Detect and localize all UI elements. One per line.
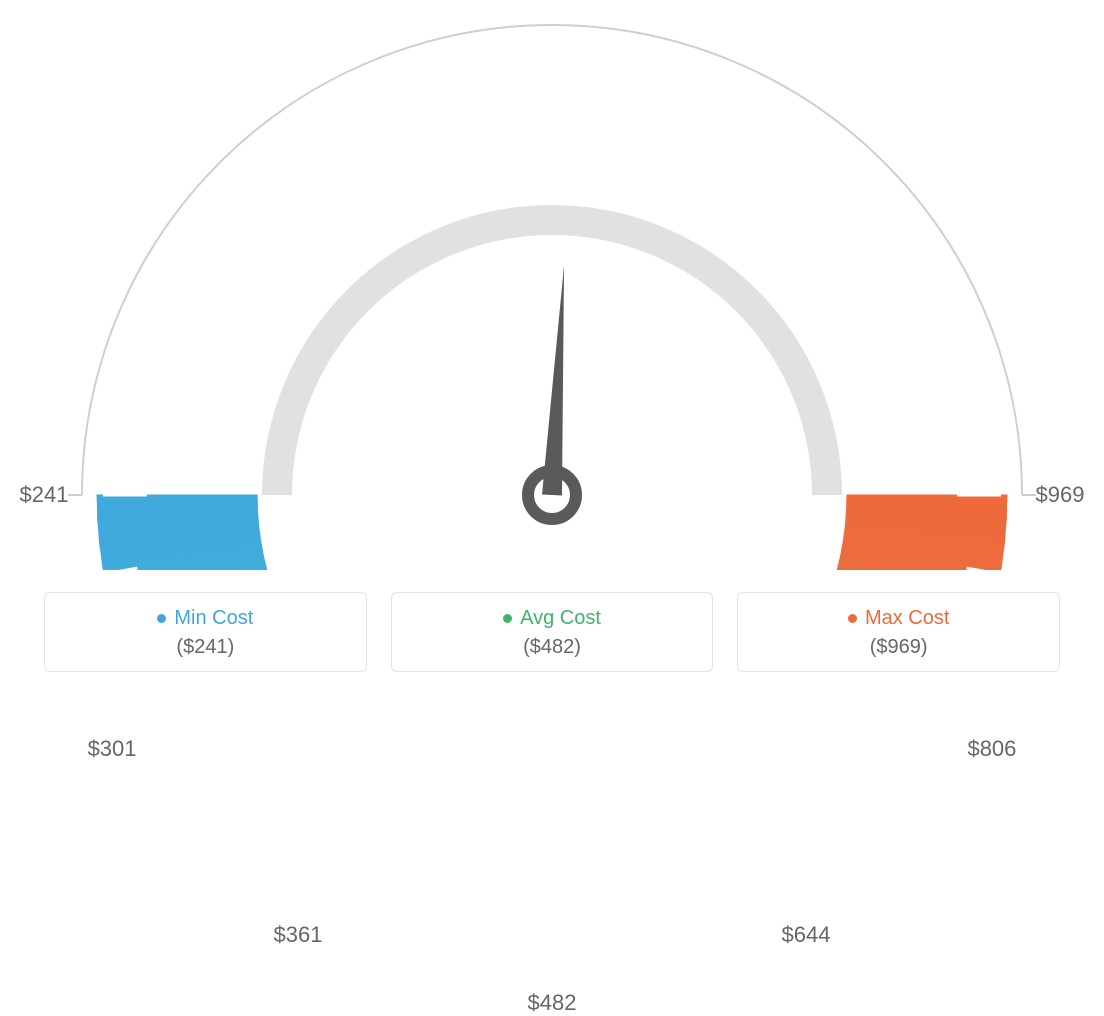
legend-card-min: Min Cost ($241) <box>44 592 367 672</box>
gauge-tick-label: $806 <box>967 736 1016 762</box>
legend-title-max: Max Cost <box>848 607 949 630</box>
gauge-tick-label: $644 <box>782 922 831 948</box>
legend-label-min: Min Cost <box>174 607 253 630</box>
legend-title-avg: Avg Cost <box>503 607 601 630</box>
gauge-tick-label: $361 <box>274 922 323 948</box>
legend-dot-min <box>157 614 166 623</box>
legend-dot-max <box>848 614 857 623</box>
legend-title-min: Min Cost <box>157 607 253 630</box>
legend-value-max: ($969) <box>748 636 1049 659</box>
legend-card-avg: Avg Cost ($482) <box>391 592 714 672</box>
gauge-tick-label: $241 <box>20 482 69 508</box>
gauge-tick-label: $301 <box>88 736 137 762</box>
legend-label-avg: Avg Cost <box>520 607 601 630</box>
gauge-svg <box>0 0 1104 570</box>
gauge-tick-label: $482 <box>528 990 577 1016</box>
legend-label-max: Max Cost <box>865 607 949 630</box>
legend-value-min: ($241) <box>55 636 356 659</box>
legend-dot-avg <box>503 614 512 623</box>
gauge-chart: $241$301$361$482$644$806$969 <box>0 0 1104 570</box>
legend-value-avg: ($482) <box>402 636 703 659</box>
legend-row: Min Cost ($241) Avg Cost ($482) Max Cost… <box>0 592 1104 672</box>
legend-card-max: Max Cost ($969) <box>737 592 1060 672</box>
gauge-tick-label: $969 <box>1036 482 1085 508</box>
